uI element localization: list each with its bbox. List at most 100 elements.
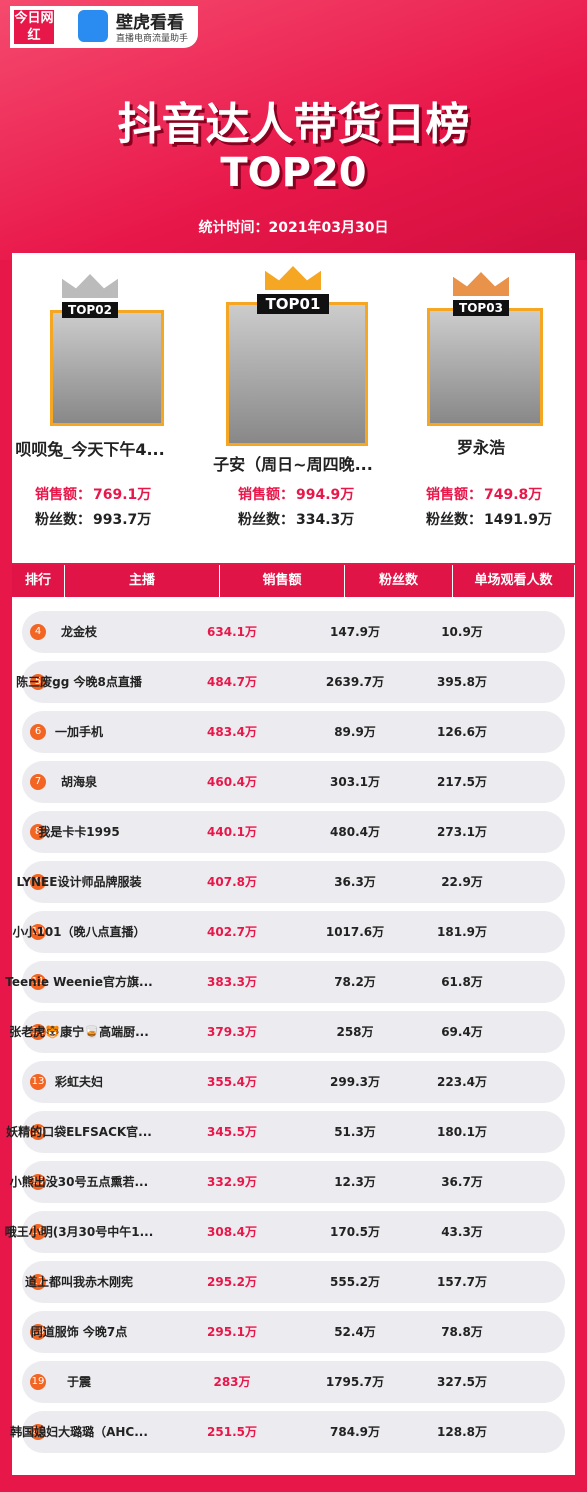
cell: 295.1万 [207, 1325, 257, 1339]
cell: 同道服饰 今晚7点 [30, 1325, 128, 1339]
cell: 308.4万 [207, 1225, 257, 1239]
fans-label: 粉丝数： [35, 512, 91, 528]
subtitle: TOP20 [220, 150, 367, 196]
sales-label: 销售额： [426, 487, 482, 503]
rank: 9 [30, 874, 46, 890]
cell: 283万 [213, 1375, 251, 1389]
column-header: 销售额 [220, 565, 345, 597]
cell: Teenie Weenie官方旗... [5, 975, 153, 989]
table-row: 12 张老虎🐯康宁🥃高端厨... 379.3万 258万 69.4万 [9, 1011, 565, 1053]
cell: 126.6万 [437, 725, 487, 739]
logo: 今日网红 [14, 10, 54, 44]
tagline: 直播电商流量助手 [116, 34, 189, 44]
cell: 胡海泉 [60, 775, 97, 789]
fans-label: 粉丝数： [238, 512, 294, 528]
sales-value: 749.8万 [484, 487, 543, 503]
table-row: 9 LYNEE设计师品牌服装 407.8万 36.3万 22.9万 [17, 861, 565, 903]
cell: 383.3万 [207, 975, 257, 989]
rank: 18 [30, 1324, 46, 1340]
cell: 12.3万 [334, 1175, 376, 1189]
table-row: 11 Teenie Weenie官方旗... 383.3万 78.2万 61.8万 [5, 961, 565, 1003]
cell: 43.3万 [441, 1225, 483, 1239]
cell: 295.2万 [207, 1275, 257, 1289]
rank: 5 [30, 674, 46, 690]
cell: 128.8万 [437, 1425, 487, 1439]
cell: 一加手机 [54, 725, 103, 739]
cell: 223.4万 [437, 1075, 487, 1089]
cell: 258万 [336, 1025, 374, 1039]
cell: 36.3万 [334, 875, 376, 889]
cell: 1017.6万 [325, 925, 385, 939]
fans-value: 993.7万 [93, 512, 152, 528]
cell: 陈三废gg 今晚8点直播 [16, 675, 142, 689]
cell: 440.1万 [207, 825, 257, 839]
table-row: 4 龙金枝 634.1万 147.9万 10.9万 [22, 611, 565, 653]
cell: 170.5万 [330, 1225, 380, 1239]
cell: 89.9万 [334, 725, 376, 739]
title: 抖音达人带货日榜 [117, 99, 470, 150]
table-row: 16 哦王小明(3月30号中午1... 308.4万 170.5万 43.3万 [5, 1211, 565, 1253]
cell: 784.9万 [330, 1425, 380, 1439]
cell: 407.8万 [207, 875, 257, 889]
cell: 484.7万 [207, 675, 257, 689]
rank: 4 [30, 624, 46, 640]
cell: 哦王小明(3月30号中午1... [4, 1225, 154, 1239]
table-row: 15 小熊出没30号五点熏若... 332.9万 12.3万 36.7万 [10, 1161, 565, 1203]
cell: 147.9万 [330, 625, 380, 639]
table-row: 20 韩国媳妇大璐璐（AHC... 251.5万 784.9万 128.8万 [10, 1411, 565, 1453]
cell: 180.1万 [437, 1125, 487, 1139]
cell: 303.1万 [330, 775, 380, 789]
cell: 273.1万 [437, 825, 487, 839]
cell: 332.9万 [207, 1175, 257, 1189]
sales-label: 销售额： [238, 487, 294, 503]
table-row: 7 胡海泉 460.4万 303.1万 217.5万 [22, 761, 565, 803]
cell: LYNEE设计师品牌服装 [16, 875, 142, 889]
table-row: 5 陈三废gg 今晚8点直播 484.7万 2639.7万 395.8万 [16, 661, 565, 703]
cell: 355.4万 [207, 1075, 257, 1089]
cell: 402.7万 [207, 925, 257, 939]
column-header: 排行 [12, 565, 65, 597]
rank: 13 [30, 1074, 46, 1090]
rank: 8 [30, 824, 46, 840]
sales-value: 769.1万 [93, 487, 152, 503]
cell: 小小101（晚八点直播） [12, 925, 146, 939]
date: 统计时间：2021年03月30日 [198, 220, 389, 236]
sales-label: 销售额： [35, 487, 91, 503]
cell: 韩国媳妇大璐璐（AHC... [10, 1425, 148, 1439]
avatar [226, 302, 368, 446]
table-row: 10 小小101（晚八点直播） 402.7万 1017.6万 181.9万 [12, 911, 565, 953]
rank: 19 [30, 1374, 46, 1390]
cell: 379.3万 [207, 1025, 257, 1039]
cell: 480.4万 [330, 825, 380, 839]
avatar [427, 308, 543, 426]
cell: 我是卡卡1995 [38, 825, 120, 839]
cell: 327.5万 [437, 1375, 487, 1389]
rank: 20 [30, 1424, 46, 1440]
table-row: 8 我是卡卡1995 440.1万 480.4万 273.1万 [22, 811, 565, 853]
rank: 17 [30, 1274, 46, 1290]
rank: 10 [30, 924, 46, 940]
cell: 2639.7万 [325, 675, 385, 689]
brand: 壁虎看看 [116, 13, 184, 33]
cell: 483.4万 [207, 725, 257, 739]
cell: 61.8万 [441, 975, 483, 989]
cell: 460.4万 [207, 775, 257, 789]
sales-value: 994.9万 [296, 487, 355, 503]
cell: 181.9万 [437, 925, 487, 939]
rank: 15 [30, 1174, 46, 1190]
rank: 14 [30, 1124, 46, 1140]
cell: 345.5万 [207, 1125, 257, 1139]
table-row: 17 道上都叫我赤木刚宪 295.2万 555.2万 157.7万 [22, 1261, 565, 1303]
table-row: 19 于震 283万 1795.7万 327.5万 [22, 1361, 565, 1403]
fans-label: 粉丝数： [426, 512, 482, 528]
cell: 彩虹夫妇 [54, 1075, 103, 1089]
cell: 251.5万 [207, 1425, 257, 1439]
cell: 道上都叫我赤木刚宪 [24, 1275, 133, 1289]
anchor-name: 子安（周日~周四晚... [213, 455, 373, 474]
fans-value: 334.3万 [296, 512, 355, 528]
rank-badge: TOP01 [257, 294, 329, 314]
table-row: 14 妖精的口袋ELFSACK官... 345.5万 51.3万 180.1万 [6, 1111, 565, 1153]
column-header: 单场观看人数 [453, 565, 575, 597]
cell: 51.3万 [334, 1125, 376, 1139]
